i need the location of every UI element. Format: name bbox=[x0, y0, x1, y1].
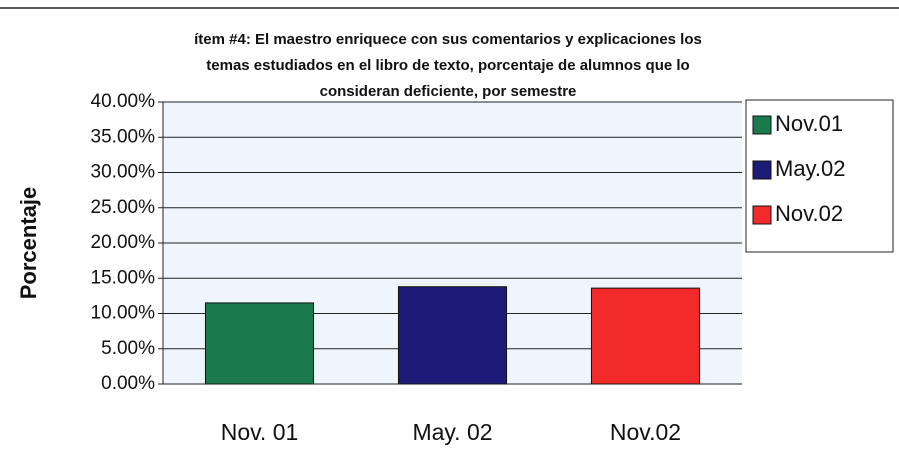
legend-label: Nov.02 bbox=[775, 201, 843, 226]
legend-swatch bbox=[752, 160, 772, 180]
legend-swatch bbox=[752, 205, 772, 225]
bar bbox=[590, 287, 701, 385]
bar bbox=[397, 286, 508, 385]
x-tick-label: Nov. 01 bbox=[221, 419, 299, 445]
legend-label: Nov.01 bbox=[775, 111, 843, 136]
y-tick-label: 15.00% bbox=[91, 267, 156, 288]
y-tick-label: 30.00% bbox=[91, 162, 156, 183]
x-tick-label: May. 02 bbox=[412, 419, 492, 445]
y-axis-label: Porcentaje bbox=[16, 187, 41, 300]
legend-swatch bbox=[752, 115, 772, 135]
bar bbox=[204, 302, 315, 385]
chart-title: temas estudiados en el libro de texto, p… bbox=[206, 57, 689, 74]
chart-title: ítem #4: El maestro enriquece con sus co… bbox=[194, 31, 702, 48]
legend-label: May.02 bbox=[775, 156, 846, 181]
y-tick-label: 5.00% bbox=[101, 338, 155, 359]
y-tick-label: 20.00% bbox=[91, 232, 156, 253]
y-tick-label: 35.00% bbox=[91, 126, 156, 147]
chart-title: consideran deficiente, por semestre bbox=[320, 83, 577, 100]
x-tick-label: Nov.02 bbox=[610, 419, 681, 445]
y-tick-label: 40.00% bbox=[91, 91, 156, 112]
y-tick-label: 25.00% bbox=[91, 197, 156, 218]
y-tick-label: 10.00% bbox=[91, 303, 156, 324]
y-tick-label: 0.00% bbox=[101, 373, 155, 394]
